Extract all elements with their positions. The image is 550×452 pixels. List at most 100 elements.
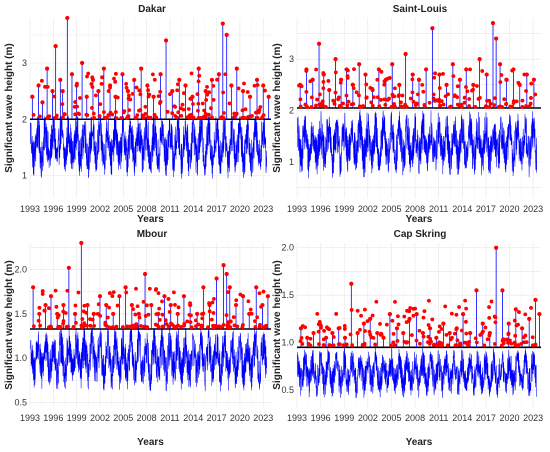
exceedance-point <box>205 92 210 97</box>
exceedance-point <box>458 342 463 347</box>
exceedance-point <box>499 73 504 77</box>
x-tick-label: 2020 <box>230 413 250 423</box>
exceedance-point <box>441 102 446 107</box>
exceedance-point <box>443 304 448 309</box>
exceedance-point <box>52 94 57 99</box>
exceedance-point <box>200 316 205 321</box>
exceedance-point <box>315 311 320 316</box>
exceedance-point <box>414 338 419 343</box>
exceedance-point <box>253 319 257 323</box>
x-tick-label: 2017 <box>207 204 227 214</box>
exceedance-point <box>185 319 190 324</box>
exceedance-point <box>303 102 308 107</box>
exceedance-point <box>138 92 143 97</box>
exceedance-point <box>243 107 248 112</box>
exceedance-point <box>48 324 53 329</box>
peak-point <box>240 89 246 94</box>
exceedance-point <box>374 299 379 304</box>
exceedance-point <box>77 112 81 116</box>
exceedance-point <box>112 76 116 81</box>
exceedance-point <box>166 324 171 329</box>
exceedance-point <box>257 291 262 296</box>
panel-dakar: 1993 1996 1999 2002 2005 2008 2011 2014 2017 2020… <box>4 4 273 225</box>
exceedance-point <box>156 291 161 296</box>
exceedance-point <box>315 97 319 102</box>
peak-point <box>31 285 36 290</box>
exceedance-point <box>206 325 210 330</box>
exceedance-point <box>147 92 152 97</box>
exceedance-point <box>45 84 50 89</box>
exceedance-point <box>221 323 226 327</box>
peak-point <box>490 21 496 26</box>
panel-title: Cap Skring <box>394 229 447 240</box>
exceedance-point <box>90 85 95 89</box>
peak-point <box>437 72 442 77</box>
peak-point <box>58 77 63 82</box>
exceedance-point <box>242 81 246 86</box>
exceedance-point <box>133 312 138 317</box>
peak-point <box>376 67 381 72</box>
exceedance-point <box>119 116 124 120</box>
exceedance-point <box>455 338 460 343</box>
exceedance-point <box>73 303 78 308</box>
exceedance-point <box>346 99 351 104</box>
exceedance-point <box>418 341 422 346</box>
exceedance-point <box>459 328 464 333</box>
exceedance-point <box>342 327 347 331</box>
exceedance-point <box>196 116 201 120</box>
peak-point <box>158 72 163 77</box>
x-tick-label: 2008 <box>405 413 425 423</box>
exceedance-point <box>61 319 66 323</box>
exceedance-point <box>331 98 336 103</box>
peak-point <box>61 302 66 308</box>
exceedance-point <box>459 102 464 107</box>
peak-point <box>214 276 219 281</box>
exceedance-point <box>314 67 319 72</box>
exceedance-point <box>455 102 460 107</box>
exceedance-point <box>196 101 201 106</box>
exceedance-point <box>174 325 179 330</box>
y-axis-label: Significant wave height (m) <box>4 43 15 172</box>
peak-point <box>72 311 78 317</box>
exceedance-point <box>403 102 408 107</box>
exceedance-point <box>396 322 401 327</box>
exceedance-point <box>393 299 397 304</box>
exceedance-point <box>422 104 427 109</box>
panel-title: Saint-Louis <box>393 4 448 15</box>
x-tick-label: 2005 <box>113 204 133 214</box>
peak-point <box>497 62 503 67</box>
exceedance-point <box>462 100 467 105</box>
exceedance-point <box>391 332 396 336</box>
exceedance-point <box>142 324 146 329</box>
peak-point <box>375 330 380 336</box>
exceedance-point <box>206 112 211 117</box>
exceedance-point <box>333 70 338 75</box>
x-tick-label: 2014 <box>452 413 472 423</box>
exceedance-point <box>485 337 490 342</box>
exceedance-point <box>227 101 232 106</box>
x-tick-label: 1993 <box>287 413 307 423</box>
exceedance-point <box>115 303 120 308</box>
series-line <box>297 347 537 399</box>
exceedance-point <box>168 92 172 97</box>
exceedance-point <box>71 325 76 330</box>
x-tick-label: 1999 <box>67 204 87 214</box>
exceedance-point <box>389 104 394 109</box>
exceedance-point <box>346 68 350 73</box>
exceedance-point <box>317 92 322 97</box>
exceedance-point <box>463 298 468 303</box>
exceedance-point <box>189 112 194 117</box>
peak-point <box>175 311 180 317</box>
exceedance-point <box>308 336 313 341</box>
exceedance-point <box>163 318 168 323</box>
x-tick-label: 1999 <box>334 204 354 214</box>
peak-point <box>506 321 511 326</box>
exceedance-point <box>39 78 44 83</box>
exceedance-point <box>131 323 136 328</box>
exceedance-point <box>238 292 243 297</box>
peak-point <box>254 285 259 290</box>
exceedance-point <box>338 80 343 85</box>
peak-point <box>265 294 270 299</box>
exceedance-point <box>200 312 204 316</box>
exceedance-point <box>40 292 45 296</box>
